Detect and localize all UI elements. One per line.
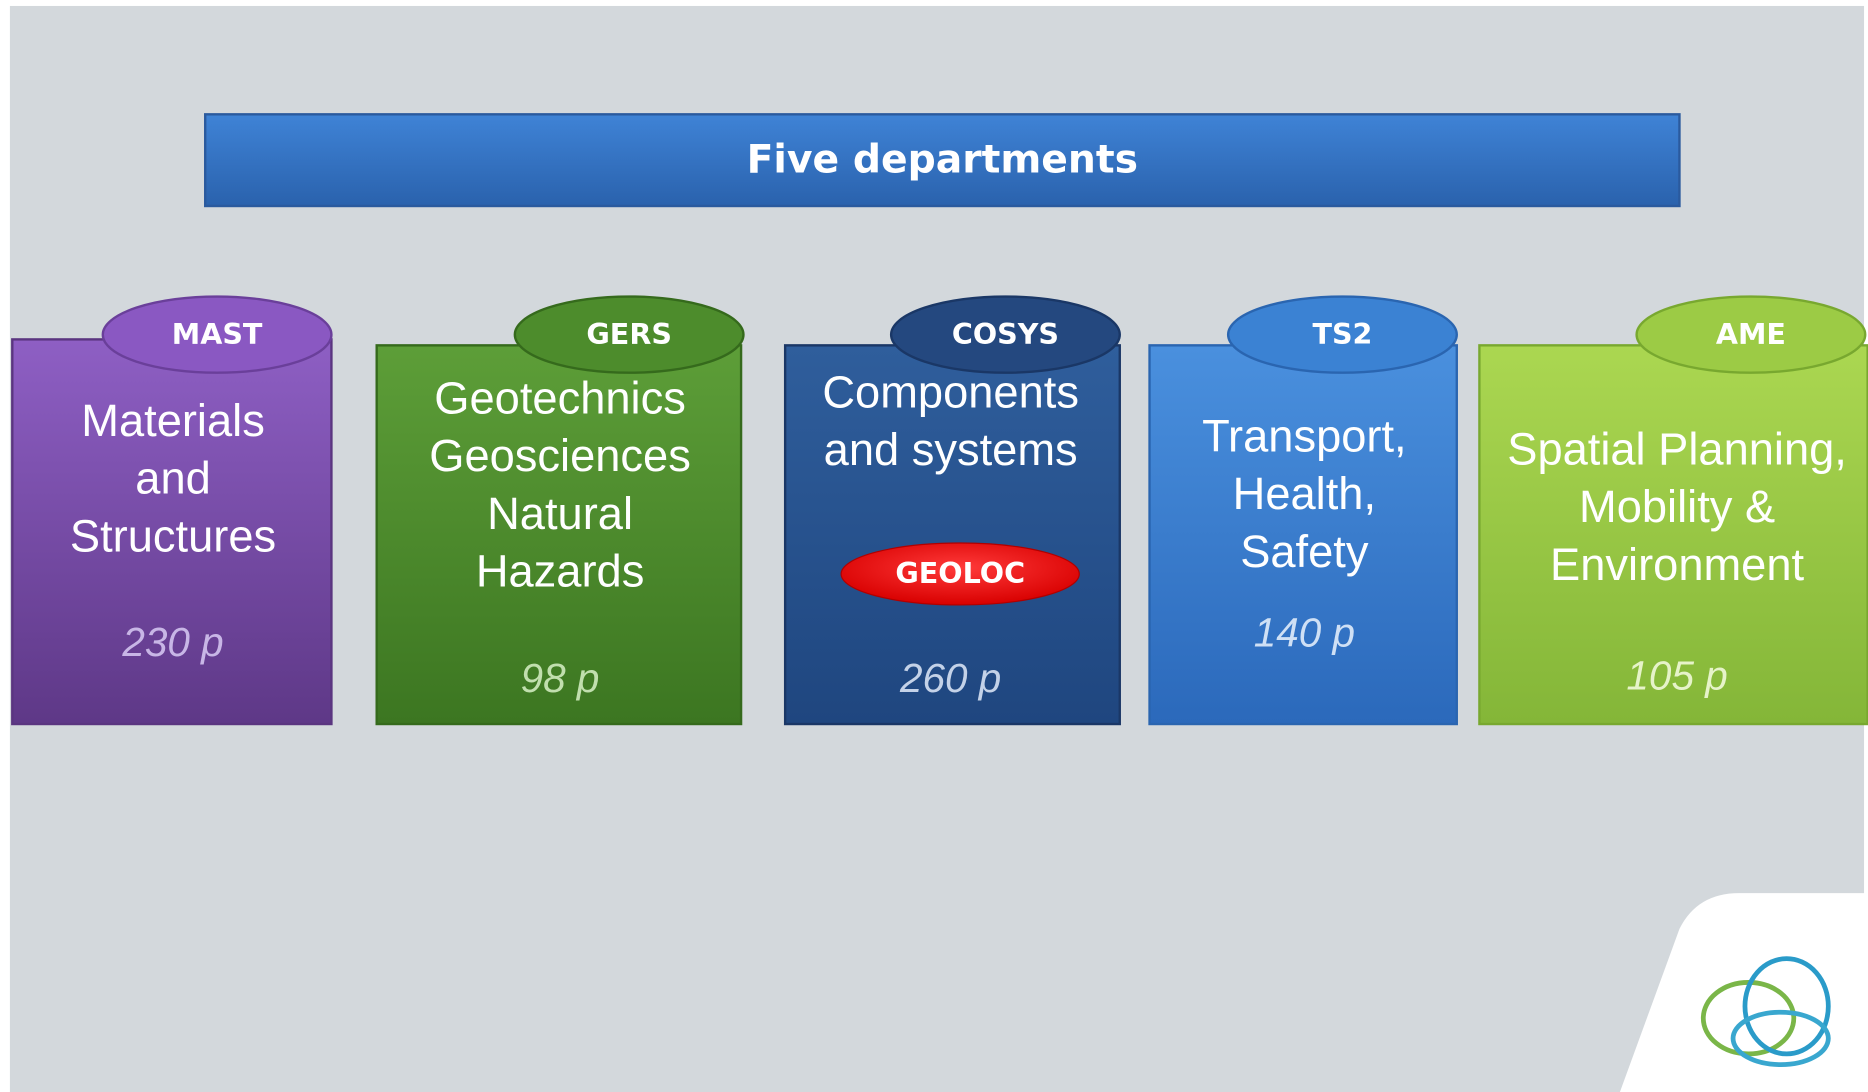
department-name: Structures: [70, 510, 276, 561]
title-bar: [204, 113, 1681, 208]
department-acronym: AME: [1716, 317, 1786, 351]
staff-count: 98 p: [521, 655, 600, 701]
department-tab: [101, 295, 333, 374]
department-name: Materials: [81, 395, 265, 446]
department-name: Safety: [1240, 526, 1369, 577]
department-box: [1478, 344, 1868, 726]
staff-count: 105 p: [1626, 652, 1727, 698]
department-acronym: TS2: [1312, 317, 1372, 351]
title: Five departments: [747, 137, 1138, 182]
department-acronym: MAST: [172, 317, 263, 351]
department-acronym: GERS: [586, 317, 672, 351]
department-acronym: COSYS: [952, 317, 1059, 351]
department-name: Transport,: [1202, 410, 1407, 461]
department-name: Geotechnics: [434, 372, 686, 423]
staff-count: 260 p: [899, 655, 1001, 701]
corner-shape: [1619, 893, 1868, 1092]
department-box: [375, 344, 743, 726]
department-box: [783, 344, 1121, 726]
department-tab: [1226, 295, 1458, 374]
logo: [1700, 956, 1831, 1067]
department-tab: [513, 295, 745, 374]
department-name: and systems: [824, 424, 1078, 475]
department-name: and: [135, 453, 211, 504]
department-name: Hazards: [476, 546, 645, 597]
staff-count: 230 p: [121, 619, 223, 665]
badge: [840, 542, 1080, 606]
department-tab: [889, 295, 1121, 374]
department-name: Environment: [1550, 539, 1804, 590]
department-name: Health,: [1233, 468, 1376, 519]
department-tab: [1635, 295, 1867, 374]
department-name: Spatial Planning,: [1507, 423, 1847, 474]
department-box: [11, 338, 333, 726]
department-name: Geosciences: [429, 430, 691, 481]
department-box: [1148, 344, 1458, 726]
badge-label: GEOLOC: [895, 556, 1025, 590]
department-name: Natural: [487, 488, 633, 539]
department-name: Mobility &: [1579, 481, 1775, 532]
department-name: Components: [822, 366, 1079, 417]
staff-count: 140 p: [1254, 610, 1355, 656]
